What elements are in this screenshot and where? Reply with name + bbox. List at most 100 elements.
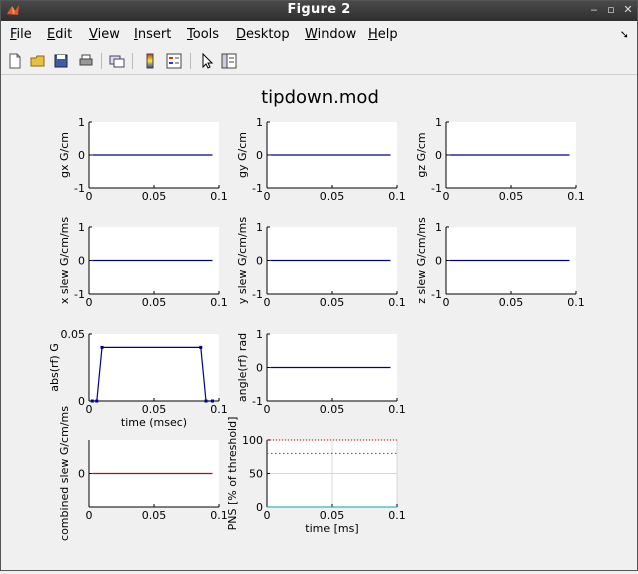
- x-tick-label: 0.05: [142, 190, 167, 203]
- y-tick-label: 100: [242, 434, 263, 447]
- y-axis-label: gz G/cm: [415, 132, 428, 177]
- y-tick-label: 0: [78, 395, 85, 408]
- y-tick-label: -1: [252, 395, 263, 408]
- menu-tools[interactable]: Tools: [187, 27, 220, 42]
- x-tick-label: 0.1: [388, 403, 406, 416]
- trace-point: [199, 345, 203, 349]
- x-tick-label: 0.1: [567, 190, 585, 203]
- trace-point: [90, 399, 94, 403]
- y-axis-label: z slew G/cm/ms: [415, 217, 428, 304]
- link-plot-icon[interactable]: [108, 52, 126, 70]
- y-tick-label: -1: [252, 288, 263, 301]
- x-tick-label: 0: [86, 403, 93, 416]
- toolbar-separator: [132, 53, 133, 69]
- trace-point: [95, 399, 99, 403]
- new-figure-icon[interactable]: [6, 52, 24, 70]
- y-tick-label: 1: [78, 221, 85, 234]
- x-tick-label: 0.05: [320, 403, 345, 416]
- y-tick-label: 0: [78, 149, 85, 162]
- x-tick-label: 0.1: [210, 296, 228, 309]
- toolbar: [1, 48, 637, 75]
- trace-point: [204, 399, 208, 403]
- axes-background: [89, 334, 219, 401]
- y-tick-label: 0: [256, 255, 263, 268]
- menu-desktop[interactable]: Desktop: [236, 27, 290, 42]
- x-tick-label: 0: [264, 509, 271, 522]
- y-tick-label: 0: [435, 149, 442, 162]
- y-tick-label: 0: [435, 255, 442, 268]
- y-tick-label: -1: [431, 288, 442, 301]
- menu-edit[interactable]: Edit: [47, 27, 73, 42]
- property-editor-icon[interactable]: [220, 52, 238, 70]
- x-tick-label: 0: [443, 296, 450, 309]
- x-tick-label: 0.1: [388, 509, 406, 522]
- y-tick-label: 1: [256, 221, 263, 234]
- y-tick-label: 0: [256, 501, 263, 514]
- x-tick-label: 0: [86, 296, 93, 309]
- x-tick-label: 0: [264, 190, 271, 203]
- close-icon[interactable]: ✕: [623, 3, 633, 16]
- y-axis-label: PNS [% of threshold]: [226, 417, 239, 531]
- menu-file[interactable]: File: [10, 27, 32, 42]
- x-tick-label: 0.05: [499, 296, 524, 309]
- x-tick-label: 0: [264, 403, 271, 416]
- x-tick-label: 0: [264, 296, 271, 309]
- y-tick-label: 1: [435, 116, 442, 129]
- menu-insert[interactable]: Insert: [134, 27, 172, 42]
- menu-view[interactable]: View: [89, 27, 120, 42]
- matlab-icon: [7, 5, 19, 15]
- x-axis-label: time [ms]: [305, 522, 358, 535]
- title-bar[interactable]: Figure 2 ‒ ▫ ✕: [1, 1, 637, 21]
- open-file-icon[interactable]: [29, 52, 47, 70]
- y-axis-label: angle(rf) rad: [236, 333, 249, 402]
- pointer-icon[interactable]: [198, 52, 216, 70]
- x-tick-label: 0.05: [320, 296, 345, 309]
- toolbar-separator: [101, 53, 102, 69]
- trace-point: [100, 345, 104, 349]
- x-tick-label: 0.05: [142, 296, 167, 309]
- y-axis-label: x slew G/cm/ms: [58, 217, 71, 304]
- x-tick-label: 0.05: [142, 509, 167, 522]
- menu-window[interactable]: Window: [305, 27, 357, 42]
- x-tick-label: 0.1: [388, 190, 406, 203]
- figure-plots: tipdown.mod 0 0.05 0.110-1gx G/cm0 0.05 0.11…: [48, 87, 585, 541]
- y-tick-label: 1: [256, 116, 263, 129]
- y-axis-label: y slew G/cm/ms: [236, 217, 249, 304]
- maximize-icon[interactable]: ▫: [607, 3, 615, 16]
- y-axis-label: combined slew G/cm/ms: [58, 406, 71, 541]
- x-axis-label: time (msec): [121, 416, 187, 429]
- y-tick-label: 1: [435, 221, 442, 234]
- toolbar-separator: [190, 53, 191, 69]
- y-axis-label: gy G/cm: [236, 132, 249, 178]
- y-tick-label: 1: [256, 328, 263, 341]
- figure-canvas: tipdown.mod 0 0.05 0.1 1 0 -1 gx G/cm 0 0.05 0.1 1…: [3, 75, 637, 570]
- save-icon[interactable]: [52, 52, 70, 70]
- figure-title: tipdown.mod: [261, 87, 379, 108]
- y-tick-label: -1: [74, 182, 85, 195]
- x-tick-label: 0.05: [320, 509, 345, 522]
- y-tick-label: -1: [431, 182, 442, 195]
- x-tick-label: 0.05: [320, 190, 345, 203]
- y-axis-label: abs(rf) G: [48, 343, 61, 391]
- x-tick-label: 0: [86, 509, 93, 522]
- y-axis-label: gx G/cm: [58, 132, 71, 178]
- x-tick-label: 0.1: [567, 296, 585, 309]
- menu-help[interactable]: Help: [368, 27, 398, 42]
- print-icon[interactable]: [77, 52, 95, 70]
- legend-icon[interactable]: [165, 52, 183, 70]
- y-tick-label: 0: [78, 255, 85, 268]
- x-tick-label: 0.05: [142, 403, 167, 416]
- x-tick-label: 0: [86, 190, 93, 203]
- x-tick-label: 0.1: [388, 296, 406, 309]
- colorbar-icon[interactable]: [141, 52, 159, 70]
- x-tick-label: 0: [443, 190, 450, 203]
- menu-bar: File Edit View Insert Tools Desktop Wind…: [1, 22, 637, 48]
- y-tick-label: 0.05: [61, 328, 86, 341]
- x-tick-label: 0.1: [210, 403, 228, 416]
- y-tick-label: -1: [252, 182, 263, 195]
- x-tick-label: 0.1: [210, 190, 228, 203]
- minimize-icon[interactable]: ‒: [590, 3, 598, 16]
- y-tick-label: 1: [78, 116, 85, 129]
- dock-arrow-icon[interactable]: ➘: [619, 28, 629, 41]
